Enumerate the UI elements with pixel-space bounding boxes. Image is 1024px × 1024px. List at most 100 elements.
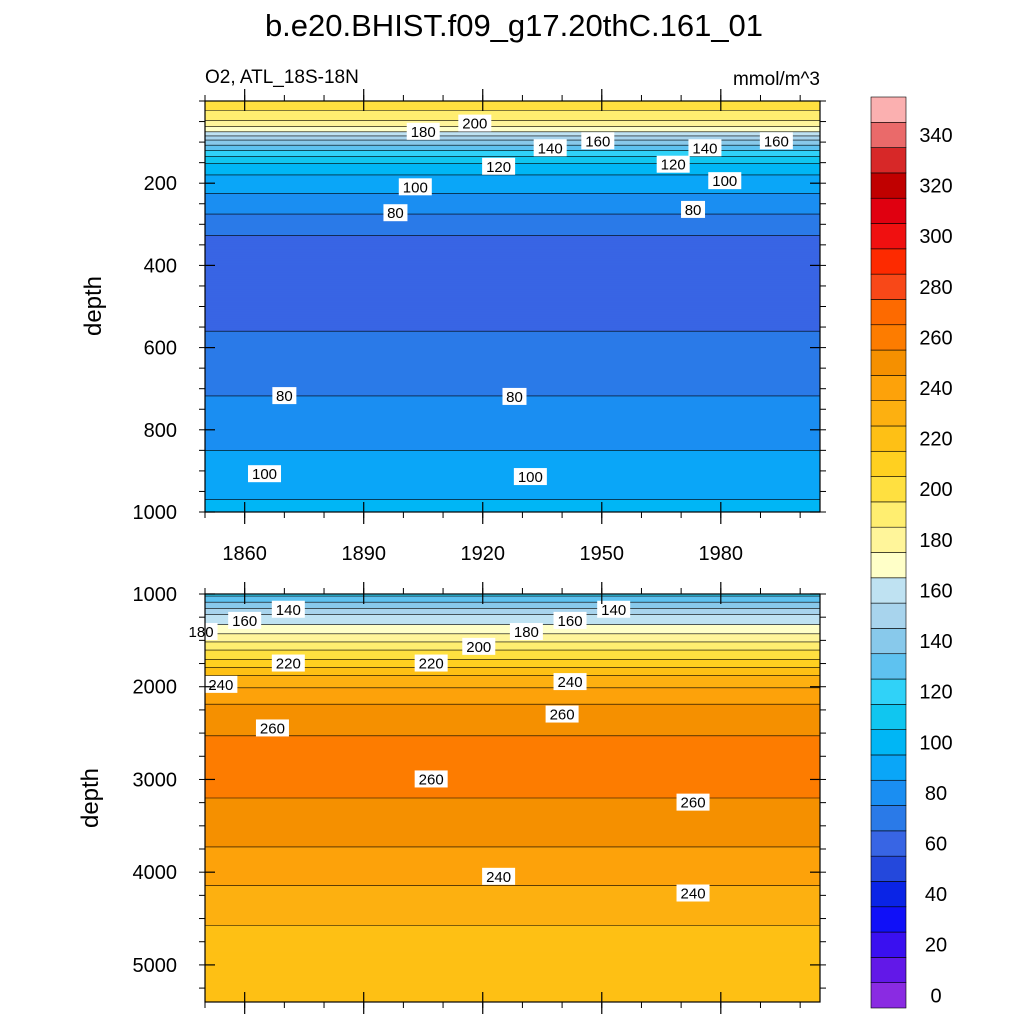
contour-band xyxy=(205,997,820,1000)
contour-band xyxy=(205,481,820,483)
colorbar-box xyxy=(870,628,907,655)
contour-label-box xyxy=(708,172,742,190)
colorbar-box xyxy=(870,122,907,148)
contour-band xyxy=(205,182,820,184)
contour-band xyxy=(205,917,820,919)
contour-band xyxy=(205,740,820,743)
contour-band xyxy=(205,189,820,191)
contour-band xyxy=(205,459,820,462)
contour-band xyxy=(205,699,820,701)
contour-band xyxy=(205,147,820,149)
contour-label: 160 xyxy=(585,133,610,150)
contour-band xyxy=(205,858,820,860)
contour-label-box xyxy=(414,654,448,672)
contour-band xyxy=(205,768,820,771)
contour-band xyxy=(205,448,820,450)
contour-band xyxy=(205,426,820,429)
contour-band xyxy=(205,290,820,292)
colorbar-box xyxy=(870,299,907,326)
contour-band xyxy=(205,483,820,485)
contour-band xyxy=(205,672,820,675)
contour-band xyxy=(205,852,820,854)
contour-band xyxy=(205,429,820,432)
contour-band xyxy=(205,317,820,320)
contour-band xyxy=(205,432,820,435)
contour-band xyxy=(205,961,820,963)
contour-band xyxy=(205,436,820,439)
contour-band xyxy=(205,447,820,449)
colorbar-box xyxy=(870,425,907,452)
contour-band xyxy=(205,263,820,265)
contour-band xyxy=(205,360,820,363)
colorbar-box xyxy=(870,526,907,553)
contour-band xyxy=(205,334,820,336)
contour-label: 260 xyxy=(681,795,706,812)
contour-band xyxy=(205,114,820,116)
contour-band xyxy=(205,310,820,313)
contour-band xyxy=(205,665,820,668)
contour-band xyxy=(205,787,820,790)
contour-band xyxy=(205,719,820,722)
contour-band xyxy=(205,203,820,206)
contour-band xyxy=(205,425,820,428)
contour-band xyxy=(205,461,820,464)
contour-band xyxy=(205,940,820,943)
colorbar-tick-label: 300 xyxy=(919,226,952,248)
contour-band xyxy=(205,819,820,822)
contour-band xyxy=(205,830,820,833)
colorbar-tick-label: 240 xyxy=(919,378,952,400)
colorbar-box xyxy=(870,805,907,832)
contour-band xyxy=(205,680,820,683)
contour-band xyxy=(205,118,820,121)
colorbar: 0 20 40 60 80 100 120 140 160 180 200 220 240 260 280 3… xyxy=(870,96,953,1009)
contour-band xyxy=(205,612,820,614)
contour-label-box xyxy=(184,623,218,641)
contour-band xyxy=(205,344,820,347)
contour-band xyxy=(205,677,820,680)
contour-band xyxy=(205,333,820,335)
contour-band xyxy=(205,788,820,791)
contour-band xyxy=(205,921,820,924)
contour-band xyxy=(205,470,820,473)
contour-band xyxy=(205,420,820,423)
contour-band xyxy=(205,956,820,958)
contour-band xyxy=(205,960,820,962)
contour-band xyxy=(205,965,820,967)
contour-band xyxy=(205,648,820,650)
contour-band xyxy=(205,457,820,460)
x-tick-label: 1950 xyxy=(580,543,625,565)
colorbar-tick-label: 160 xyxy=(919,580,952,602)
contour-band xyxy=(205,386,820,389)
contour-band xyxy=(205,976,820,979)
contour-band xyxy=(205,230,820,233)
contour-band xyxy=(205,124,820,127)
contour-band xyxy=(205,751,820,753)
contour-band xyxy=(205,297,820,299)
contour-band xyxy=(205,759,820,761)
contour-band xyxy=(205,245,820,248)
contour-band xyxy=(205,487,820,489)
contour-band xyxy=(205,811,820,813)
contour-band xyxy=(205,341,820,344)
contour-band xyxy=(205,600,820,602)
contour-band xyxy=(205,285,820,288)
contour-label: 140 xyxy=(601,602,626,619)
colorbar-box xyxy=(870,830,907,857)
contour-band xyxy=(205,494,820,497)
contour-band xyxy=(205,148,820,150)
contour-band xyxy=(205,682,820,685)
contour-band xyxy=(205,275,820,278)
contour-band xyxy=(205,364,820,366)
contour-band xyxy=(205,410,820,412)
contour-band xyxy=(205,688,820,691)
contour-band xyxy=(205,409,820,411)
contour-band xyxy=(205,660,820,662)
contour-band xyxy=(205,345,820,348)
contour-band xyxy=(205,772,820,775)
contour-band xyxy=(205,758,820,760)
contour-band xyxy=(205,604,820,606)
contour-band xyxy=(205,215,820,217)
contour-band xyxy=(205,713,820,715)
contour-band xyxy=(205,380,820,383)
contour-band xyxy=(205,618,820,621)
